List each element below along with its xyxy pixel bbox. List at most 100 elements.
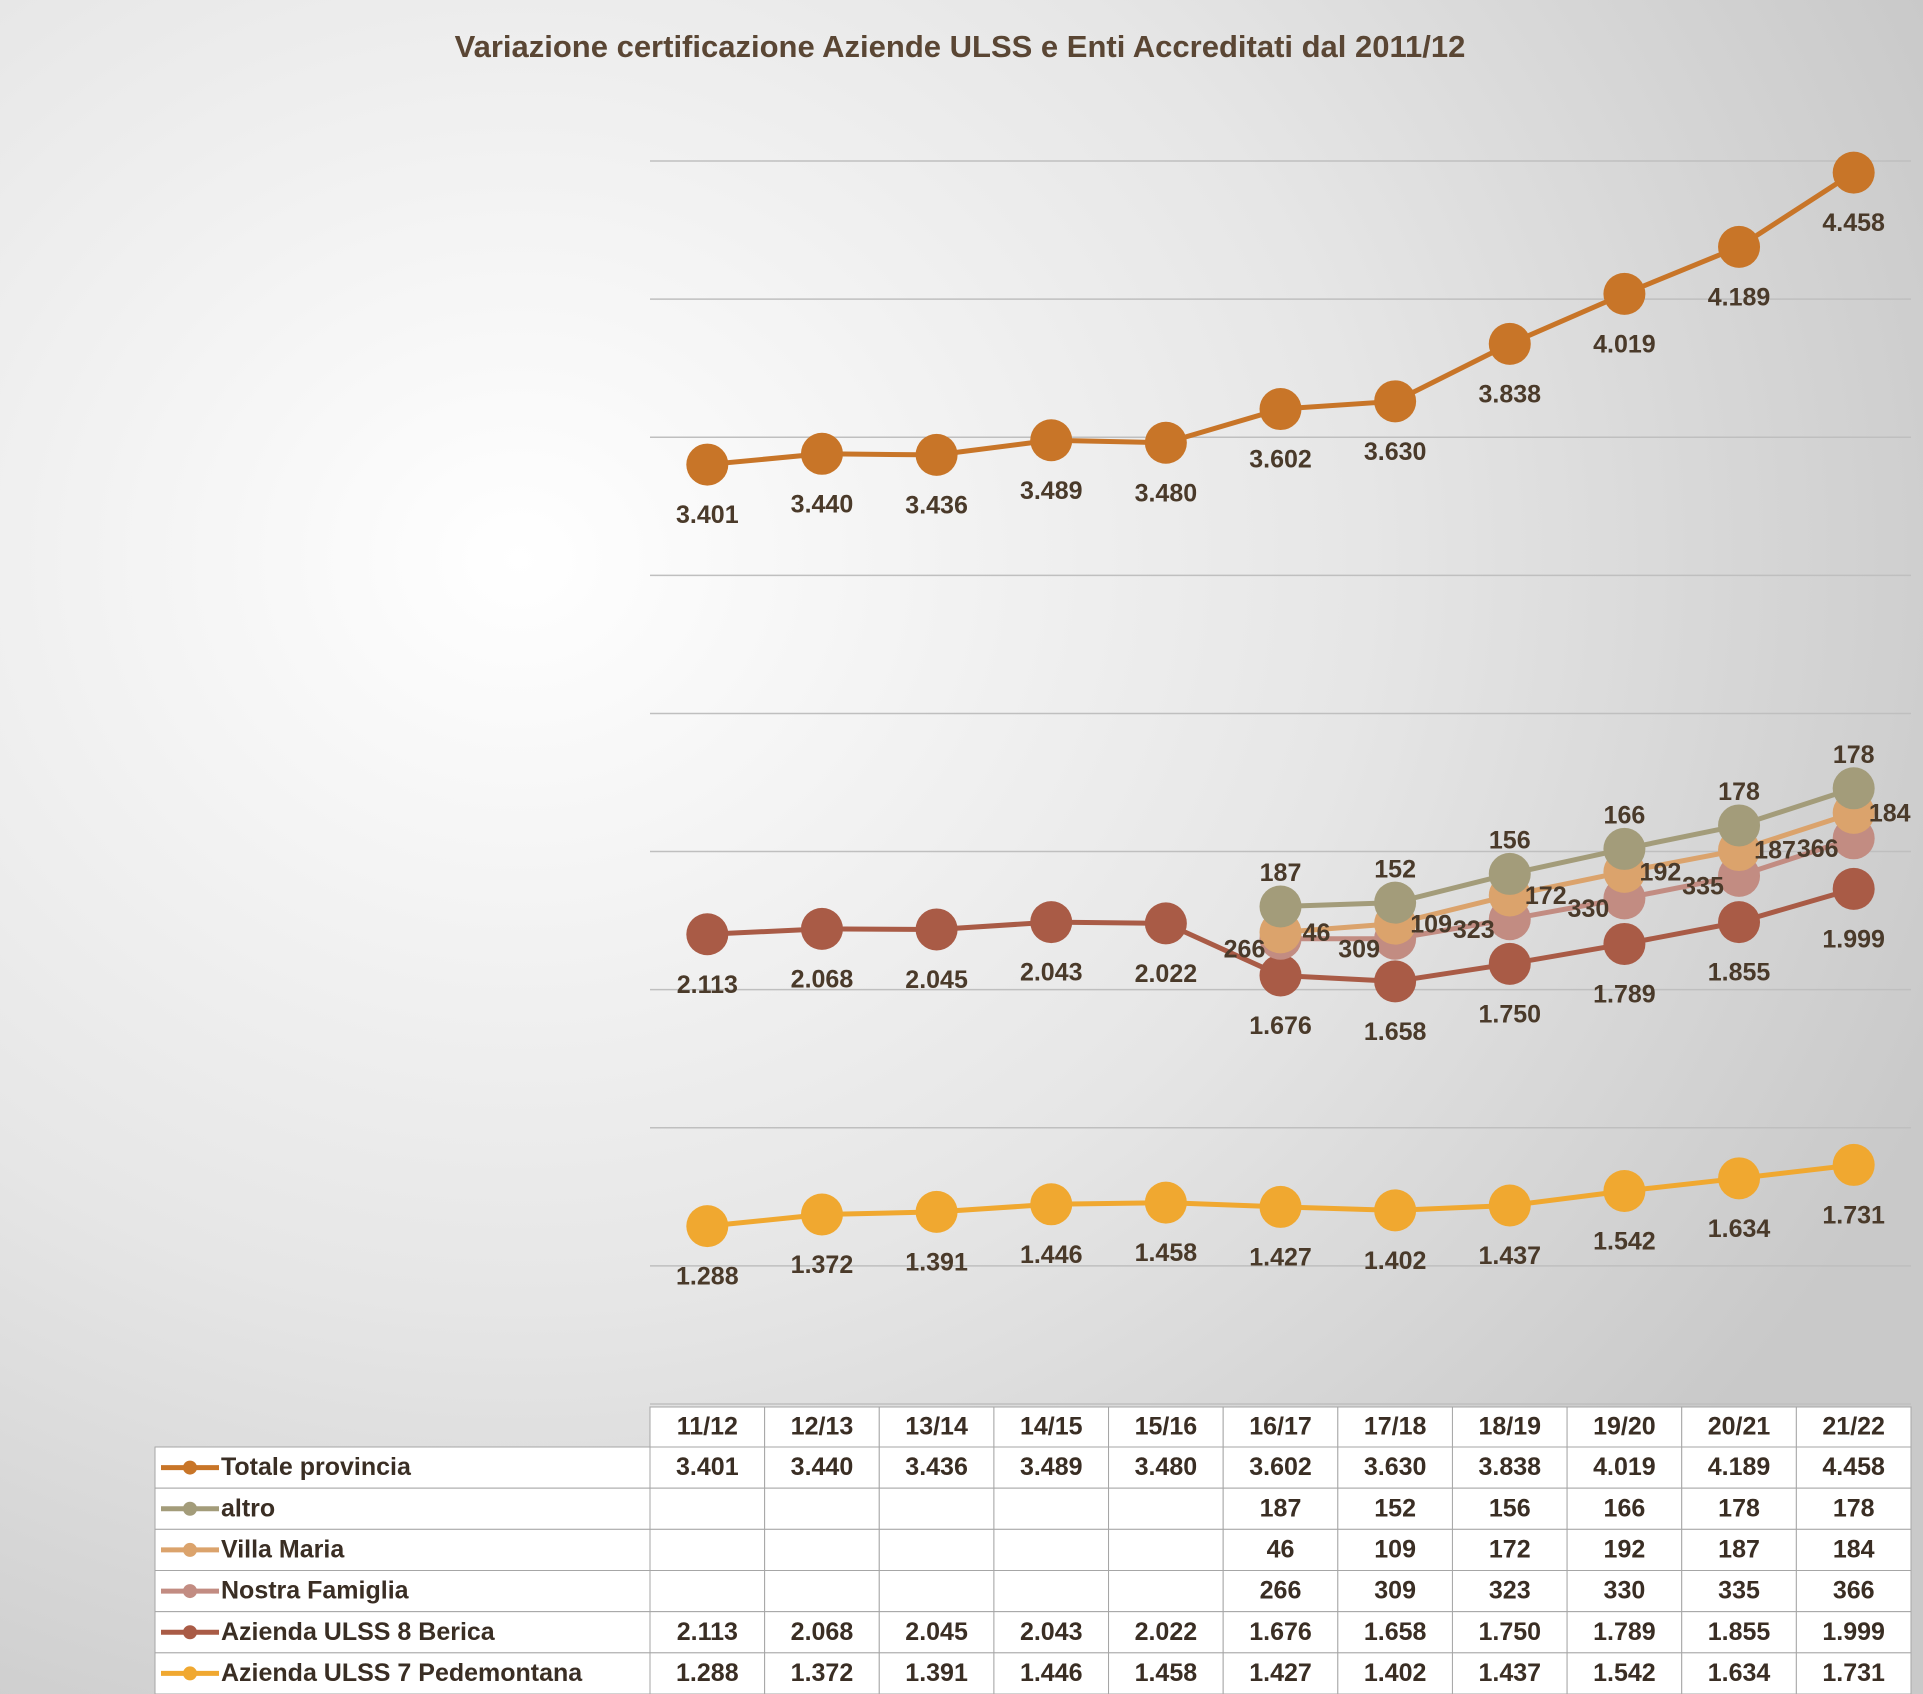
table-cell: [993, 1487, 1110, 1530]
table-value: 192: [1604, 1536, 1646, 1564]
marker: [1259, 954, 1302, 997]
table-value: 4.189: [1708, 1453, 1771, 1481]
data-label: 3.602: [1249, 446, 1312, 474]
table-cell: [1108, 1528, 1224, 1572]
table-value: 2.113: [677, 1618, 738, 1646]
table-cell: [1795, 1446, 1912, 1489]
data-label: 4.019: [1593, 330, 1656, 358]
table-cell: [1795, 1652, 1912, 1694]
marker: [1144, 1181, 1187, 1224]
data-label: 366: [1797, 835, 1839, 863]
table-value: 46: [1267, 1536, 1295, 1564]
table-value: 1.446: [1020, 1659, 1083, 1687]
legend-label: Nostra Famiglia: [221, 1577, 410, 1605]
data-label: 1.731: [1822, 1202, 1885, 1230]
table-value: 2.043: [1020, 1618, 1083, 1646]
table-cell: [1566, 1652, 1683, 1694]
table-cell: [1337, 1652, 1453, 1694]
data-label: 1.999: [1822, 925, 1885, 953]
data-label: 335: [1682, 872, 1724, 900]
marker: [1259, 885, 1302, 928]
table-cell: [1566, 1528, 1683, 1572]
data-table: 11/12 12/13 13/14 14/15 15/16 16/17 17/18 18/19…: [154, 1406, 1912, 1694]
data-label: 1.391: [905, 1248, 968, 1276]
table-value: 1.855: [1708, 1618, 1771, 1646]
marker: [1718, 901, 1761, 944]
table-value: 1.288: [676, 1659, 739, 1687]
data-label: 1.427: [1249, 1244, 1312, 1272]
table-cell: [1337, 1611, 1453, 1654]
data-label: 3.630: [1364, 438, 1427, 466]
table-cell: [1451, 1570, 1568, 1613]
marker: [686, 443, 729, 486]
table-cell: [1451, 1611, 1568, 1654]
data-label: 330: [1568, 895, 1610, 923]
legend-label: Totale provincia: [221, 1453, 412, 1481]
data-label: 2.068: [791, 966, 854, 994]
table-value: 1.789: [1593, 1618, 1656, 1646]
table-value: 1.427: [1249, 1659, 1312, 1687]
legend-label: altro: [221, 1494, 275, 1522]
table-cell: [649, 1487, 766, 1530]
legend-key-marker: [183, 1542, 197, 1557]
table-header-cell: [1222, 1406, 1339, 1448]
table-value: 366: [1833, 1577, 1875, 1605]
table-cell: [649, 1652, 766, 1694]
table-value: 323: [1489, 1577, 1531, 1605]
x-tick-label: 19/20: [1593, 1413, 1656, 1441]
x-tick-label: 20/21: [1708, 1413, 1771, 1441]
table-cell: [1222, 1446, 1339, 1489]
table-value: 330: [1604, 1577, 1646, 1605]
table-header-cell: [1566, 1406, 1683, 1448]
marker: [915, 1190, 958, 1233]
x-tick-label: 15/16: [1135, 1413, 1198, 1441]
table-cell: [1108, 1487, 1224, 1530]
table-cell: [764, 1487, 880, 1530]
x-tick-label: 18/19: [1478, 1413, 1541, 1441]
table-header-cell: [1337, 1406, 1453, 1448]
table-cell: [1451, 1528, 1568, 1572]
data-label: 172: [1525, 882, 1567, 910]
chart-title: Variazione certificazione Aziende ULSS e…: [455, 29, 1466, 64]
table-value: 1.676: [1249, 1618, 1312, 1646]
table-value: 1.437: [1478, 1659, 1541, 1687]
table-legend-cell: [154, 1570, 651, 1613]
table-cell: [878, 1528, 995, 1572]
table-value: 3.436: [905, 1453, 968, 1481]
marker: [1488, 322, 1531, 365]
data-label: 187: [1260, 859, 1302, 887]
data-label: 1.372: [791, 1251, 854, 1279]
data-label: 46: [1303, 919, 1331, 947]
data-label: 1.789: [1593, 981, 1656, 1009]
table-cell: [1222, 1570, 1339, 1613]
marker: [1718, 225, 1761, 268]
legend-label: Villa Maria: [221, 1536, 345, 1564]
lines: [686, 151, 1875, 1248]
marker: [1603, 1170, 1646, 1213]
table-value: 152: [1374, 1494, 1416, 1522]
marker: [915, 908, 958, 951]
data-label: 1.437: [1478, 1242, 1541, 1270]
table-cell: [1795, 1487, 1912, 1530]
marker: [686, 1205, 729, 1248]
marker: [1030, 1183, 1073, 1226]
marker: [1718, 1157, 1761, 1200]
table-value: 156: [1489, 1494, 1531, 1522]
marker: [1832, 1143, 1875, 1186]
data-label: 184: [1869, 799, 1911, 827]
marker: [1374, 960, 1417, 1003]
marker: [1718, 804, 1761, 847]
data-label: 2.045: [905, 966, 968, 994]
table-cell: [1337, 1487, 1453, 1530]
table-value: 1.750: [1478, 1618, 1541, 1646]
table-header-cell: [649, 1406, 766, 1448]
marker: [1030, 419, 1073, 462]
table-value: 1.542: [1593, 1659, 1656, 1687]
legend-key-marker: [183, 1501, 197, 1516]
table-cell: [1222, 1487, 1339, 1530]
data-label: 1.458: [1135, 1239, 1198, 1267]
table-cell: [764, 1528, 880, 1572]
data-label: 187: [1754, 837, 1796, 865]
table-value: 3.630: [1364, 1453, 1427, 1481]
marker: [1374, 1189, 1417, 1232]
